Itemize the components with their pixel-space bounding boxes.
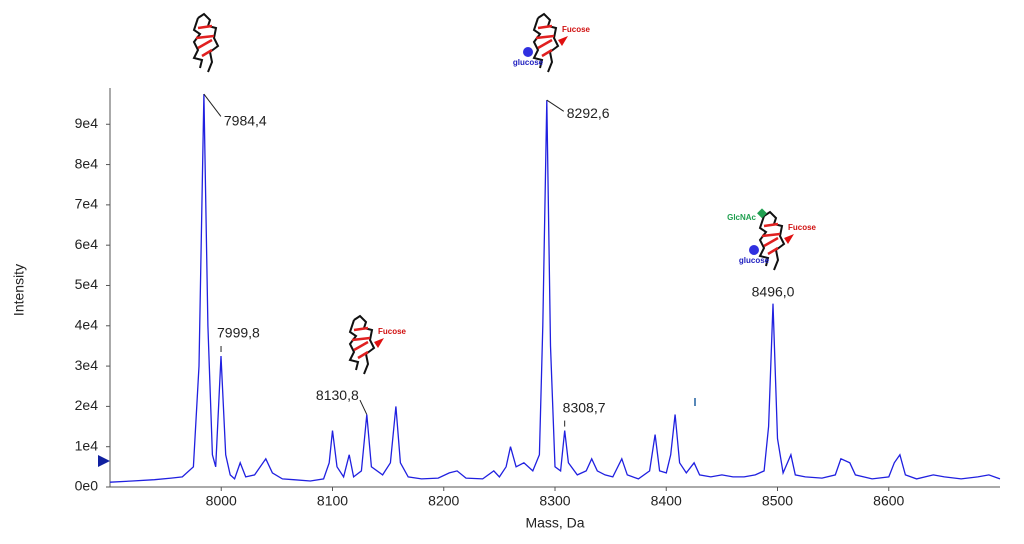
glycan-icon: Fucose glucose — [513, 12, 591, 73]
glucose-mark — [749, 245, 759, 255]
y-tick-label: 1e4 — [75, 437, 99, 453]
protein-outline — [348, 314, 376, 375]
leader-line — [203, 93, 222, 117]
peak-label: 8130,8 — [316, 387, 359, 403]
y-tick-label: 4e4 — [75, 316, 99, 332]
spectrum-line — [109, 93, 1001, 483]
glycan-icon: Fucose — [348, 314, 407, 375]
protein-outline — [758, 210, 786, 271]
fucose-label: Fucose — [562, 25, 591, 34]
x-tick-label: 8000 — [206, 493, 237, 509]
fucose-label: Fucose — [788, 223, 817, 232]
y-axis-title: Intensity — [11, 264, 27, 316]
fucose-mark — [784, 234, 794, 244]
protein-strand — [195, 24, 215, 58]
y-tick-label: 0e0 — [75, 478, 99, 494]
y-tick-label: 8e4 — [75, 155, 99, 171]
glycan-icon: Fucose glucose GlcNAc — [727, 208, 817, 271]
baseline-marker — [98, 455, 110, 467]
glucose-mark — [523, 47, 533, 57]
x-tick-label: 8500 — [762, 493, 793, 509]
fucose-mark — [374, 338, 384, 348]
x-axis-title: Mass, Da — [525, 515, 584, 531]
glycan-icon — [192, 12, 220, 73]
leader-line — [359, 399, 368, 415]
peak-label: 8292,6 — [567, 105, 610, 121]
y-tick-label: 6e4 — [75, 236, 99, 252]
protein-strand — [535, 24, 555, 58]
y-tick-label: 3e4 — [75, 357, 99, 373]
protein-outline — [192, 12, 220, 73]
leader-line — [546, 99, 565, 112]
x-tick-label: 8300 — [539, 493, 570, 509]
x-tick-label: 8200 — [428, 493, 459, 509]
glcnac-label: GlcNAc — [727, 213, 756, 222]
peak-label: 8308,7 — [563, 399, 606, 415]
y-tick-label: 2e4 — [75, 397, 99, 413]
fucose-label: Fucose — [378, 327, 407, 336]
protein-strand — [351, 326, 371, 360]
fucose-mark — [558, 36, 568, 46]
y-tick-label: 7e4 — [75, 196, 99, 212]
x-tick-label: 8600 — [873, 493, 904, 509]
glucose-label: glucose — [513, 58, 544, 67]
y-tick-label: 5e4 — [75, 276, 99, 292]
x-tick-label: 8400 — [651, 493, 682, 509]
glucose-label: glucose — [739, 256, 770, 265]
peak-label: 8496,0 — [752, 283, 795, 299]
peak-label: 7999,8 — [217, 325, 260, 341]
glcnac-mark — [757, 208, 767, 219]
protein-outline — [532, 12, 560, 73]
x-tick-label: 8100 — [317, 493, 348, 509]
y-tick-label: 9e4 — [75, 115, 99, 131]
protein-strand — [761, 222, 781, 256]
peak-label: 7984,4 — [224, 113, 267, 129]
